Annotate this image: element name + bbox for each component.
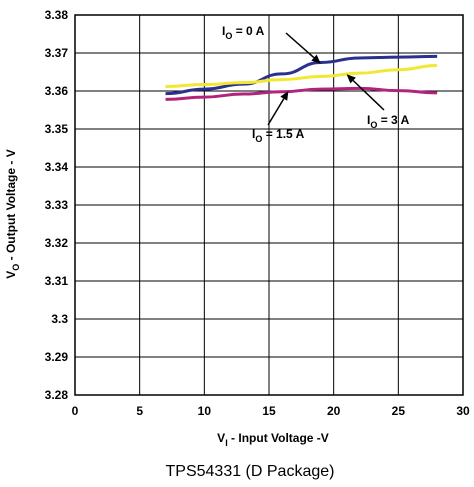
y-tick-label: 3.37 [45,46,69,60]
annotation-arrow [267,98,285,126]
chart-caption: TPS54331 (D Package) [166,463,335,480]
x-tick-label: 0 [72,404,79,418]
annotations: IO = 0 A IO = 1.5 A IO = 3 A [222,24,410,144]
y-tick-label: 3.31 [45,274,69,288]
y-tick-label: 3.32 [45,236,69,250]
annotation-arrow [352,79,385,111]
series-line [165,86,438,101]
y-tick-label: 3.33 [45,198,69,212]
series-label: IO = 3 A [367,113,410,130]
series-line [165,54,438,96]
y-tick-label: 3.36 [45,84,69,98]
x-tick-label: 20 [327,404,341,418]
annotation-arrowhead [280,91,289,101]
x-axis-label: VI - Input Voltage -V [217,431,329,448]
y-tick-label: 3.38 [45,8,69,22]
annotation-arrowhead [346,74,356,84]
x-tick-label: 10 [198,404,212,418]
series-label: IO = 1.5 A [252,127,305,144]
x-tick-label: 25 [392,404,406,418]
grid-lines [74,14,464,396]
series-line [165,64,438,88]
tick-labels: 0 5 10 15 20 25 30 3.28 3.29 3.3 3.31 3.32 3.33 3.34 3… [45,8,470,418]
x-tick-label: 5 [136,404,143,418]
annotation-arrowhead [311,54,321,64]
plot-frame [74,14,464,396]
y-tick-label: 3.35 [45,122,69,136]
y-tick-label: 3.34 [45,160,69,174]
y-tick-label: 3.29 [45,350,69,364]
annotation-arrow [285,32,315,59]
y-tick-label: 3.3 [51,312,68,326]
y-tick-label: 3.28 [45,388,69,402]
x-tick-label: 30 [456,404,470,418]
y-axis-label: VO - Output Voltage - V [4,149,21,278]
series-label: IO = 0 A [222,24,265,41]
x-tick-label: 15 [262,404,276,418]
series-lines [165,54,438,101]
